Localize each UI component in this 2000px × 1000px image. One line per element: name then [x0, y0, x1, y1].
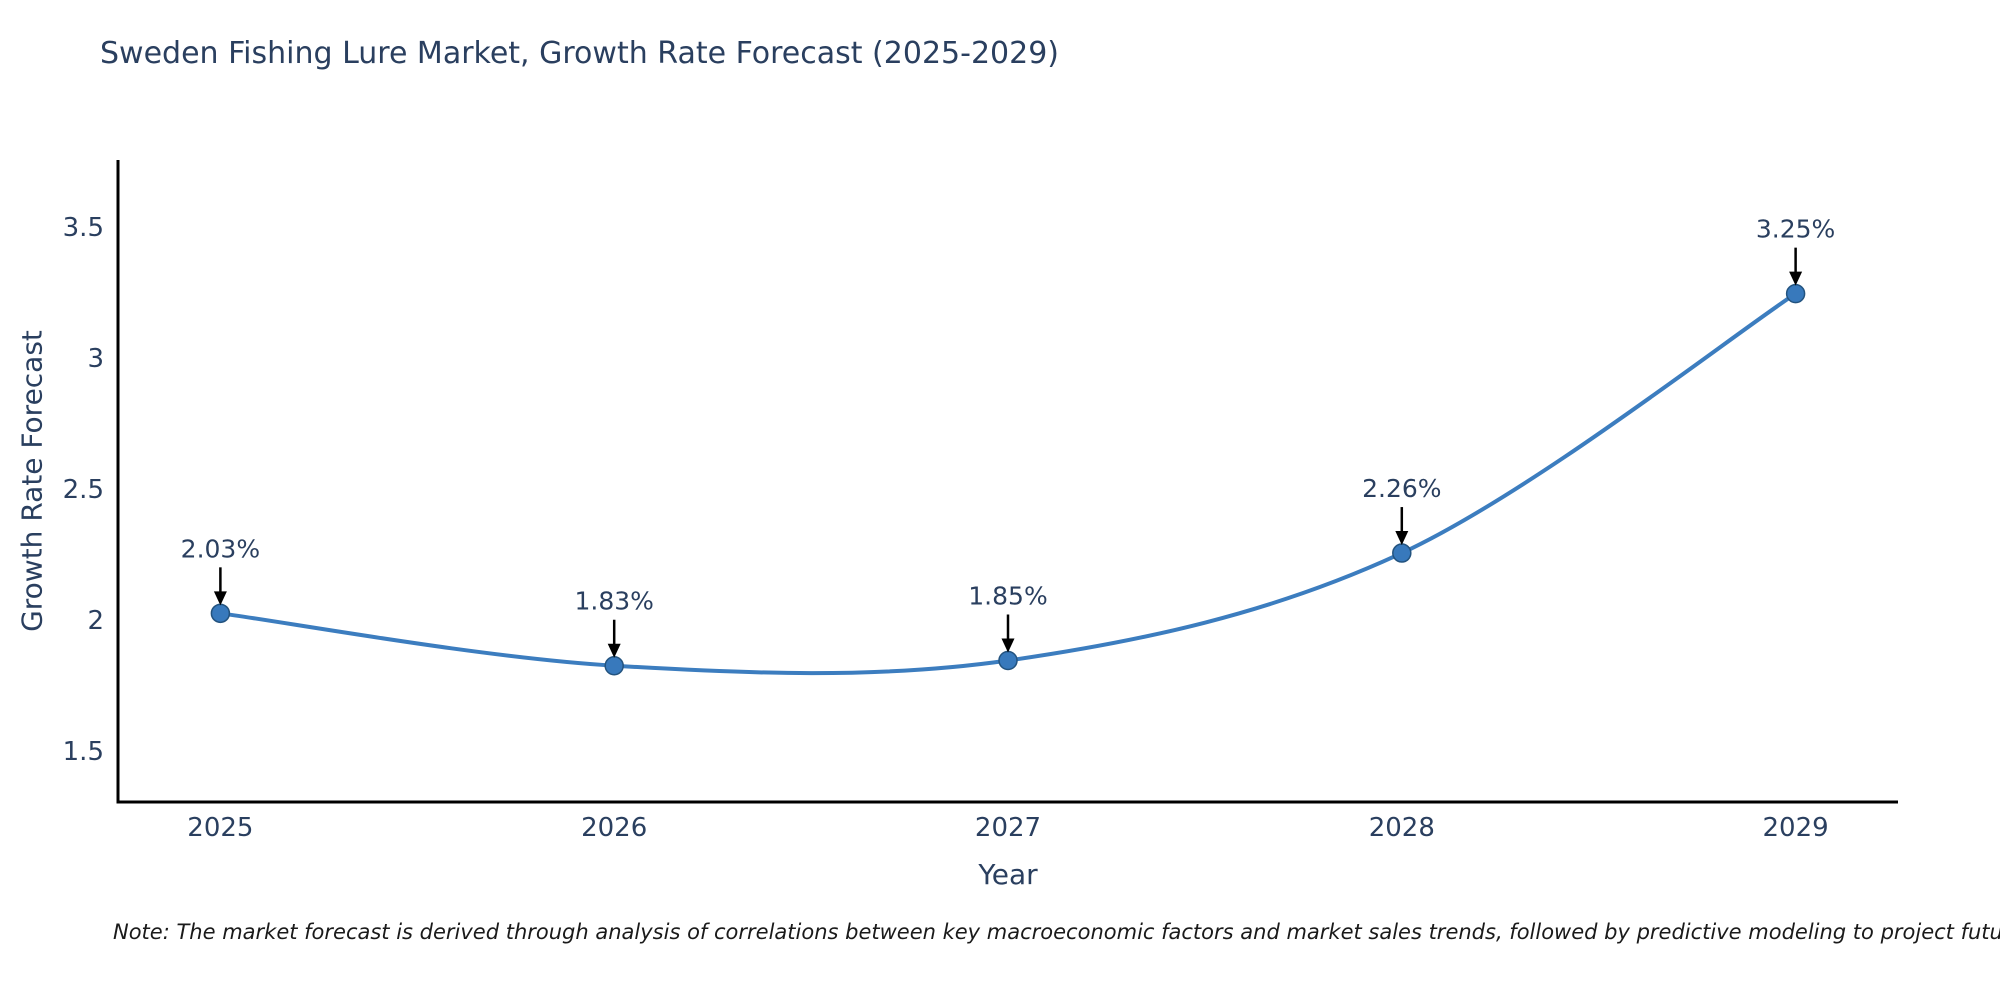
data-point-marker [1392, 543, 1412, 563]
footnote-text: Note: The market forecast is derived thr… [113, 920, 2000, 944]
data-point-marker [604, 655, 624, 676]
x-tick-label: 2027 [975, 813, 1041, 843]
y-tick-label: 3.5 [63, 213, 104, 243]
y-tick-label: 3 [87, 344, 104, 374]
data-point-label: 3.25% [1756, 215, 1835, 244]
x-axis-title: Year [978, 858, 1038, 891]
annotation-arrowhead [1001, 638, 1015, 653]
chart-title: Sweden Fishing Lure Market, Growth Rate … [100, 36, 1059, 71]
x-tick-label: 2029 [1763, 813, 1829, 843]
data-point-marker [1785, 283, 1806, 304]
x-tick-label: 2025 [187, 813, 253, 843]
annotation-arrowhead [213, 591, 227, 606]
x-tick-label: 2028 [1369, 813, 1435, 843]
data-point-marker [210, 603, 231, 624]
annotation-arrowhead [607, 643, 621, 658]
data-point-label: 1.85% [968, 581, 1047, 610]
y-axis-title: Growth Rate Forecast [15, 330, 49, 632]
y-tick-label: 2.5 [63, 475, 104, 505]
x-tick-label: 2026 [581, 813, 647, 843]
y-tick-label: 1.5 [63, 737, 104, 767]
data-point-label: 2.26% [1362, 474, 1441, 503]
annotation-arrowhead [1395, 531, 1409, 546]
data-point-label: 1.83% [574, 587, 653, 616]
annotation-arrowhead [1789, 271, 1803, 286]
y-tick-label: 2 [87, 606, 104, 636]
data-point-marker [998, 650, 1018, 671]
data-point-label: 2.03% [181, 534, 260, 563]
